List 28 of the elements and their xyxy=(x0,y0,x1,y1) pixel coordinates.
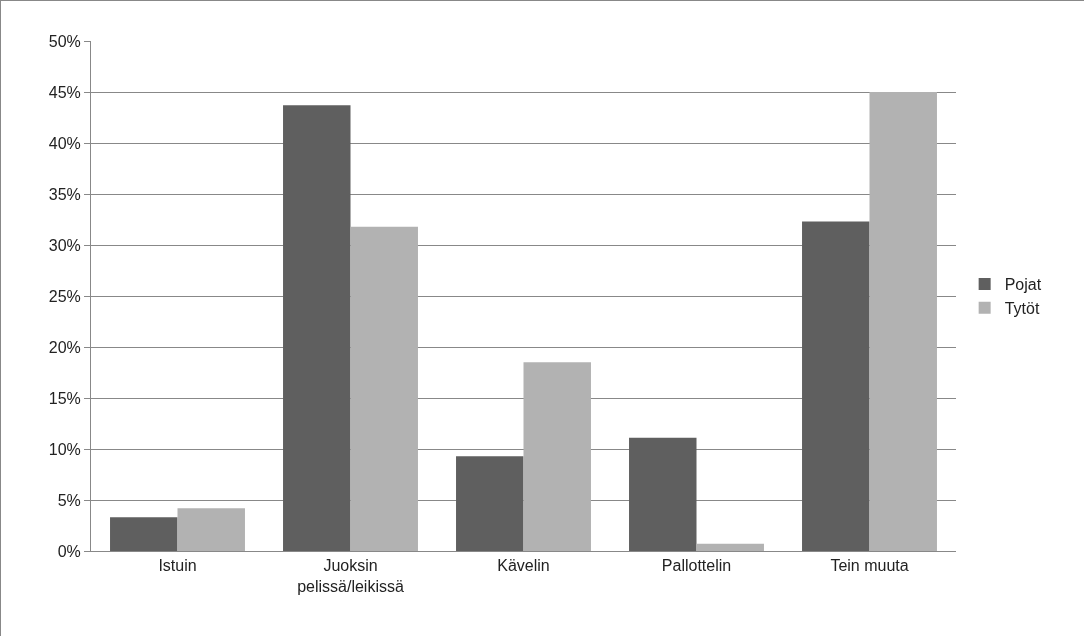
legend-label: Pojat xyxy=(1004,276,1042,294)
bar xyxy=(802,221,870,551)
y-tick-label: 40% xyxy=(48,134,81,152)
y-tick-label: 10% xyxy=(48,440,81,458)
legend-label: Tytöt xyxy=(1004,299,1040,317)
x-tick-label: Istuin xyxy=(158,557,197,575)
bar xyxy=(696,543,764,551)
x-tick-label: Tein muuta xyxy=(830,557,909,575)
x-tick-label: Pallottelin xyxy=(661,557,732,575)
y-tick-label: 35% xyxy=(48,185,81,203)
bar xyxy=(177,508,245,551)
y-tick-label: 50% xyxy=(48,32,81,50)
bar xyxy=(523,362,591,551)
bar xyxy=(110,517,178,551)
y-tick-label: 45% xyxy=(48,83,81,101)
y-tick-label: 0% xyxy=(57,542,81,560)
bar xyxy=(350,226,418,551)
y-tick-label: 15% xyxy=(48,389,81,407)
bar xyxy=(283,105,351,551)
bar xyxy=(869,92,937,551)
y-tick-label: 5% xyxy=(57,491,81,509)
y-tick-label: 20% xyxy=(48,338,81,356)
y-tick-label: 30% xyxy=(48,236,81,254)
bar xyxy=(629,437,697,551)
x-tick-label: Juoksin pelissä/leikissä xyxy=(297,557,404,595)
y-tick-label: 25% xyxy=(48,287,81,305)
x-tick-label: Kävelin xyxy=(497,557,550,575)
bar xyxy=(456,456,524,551)
